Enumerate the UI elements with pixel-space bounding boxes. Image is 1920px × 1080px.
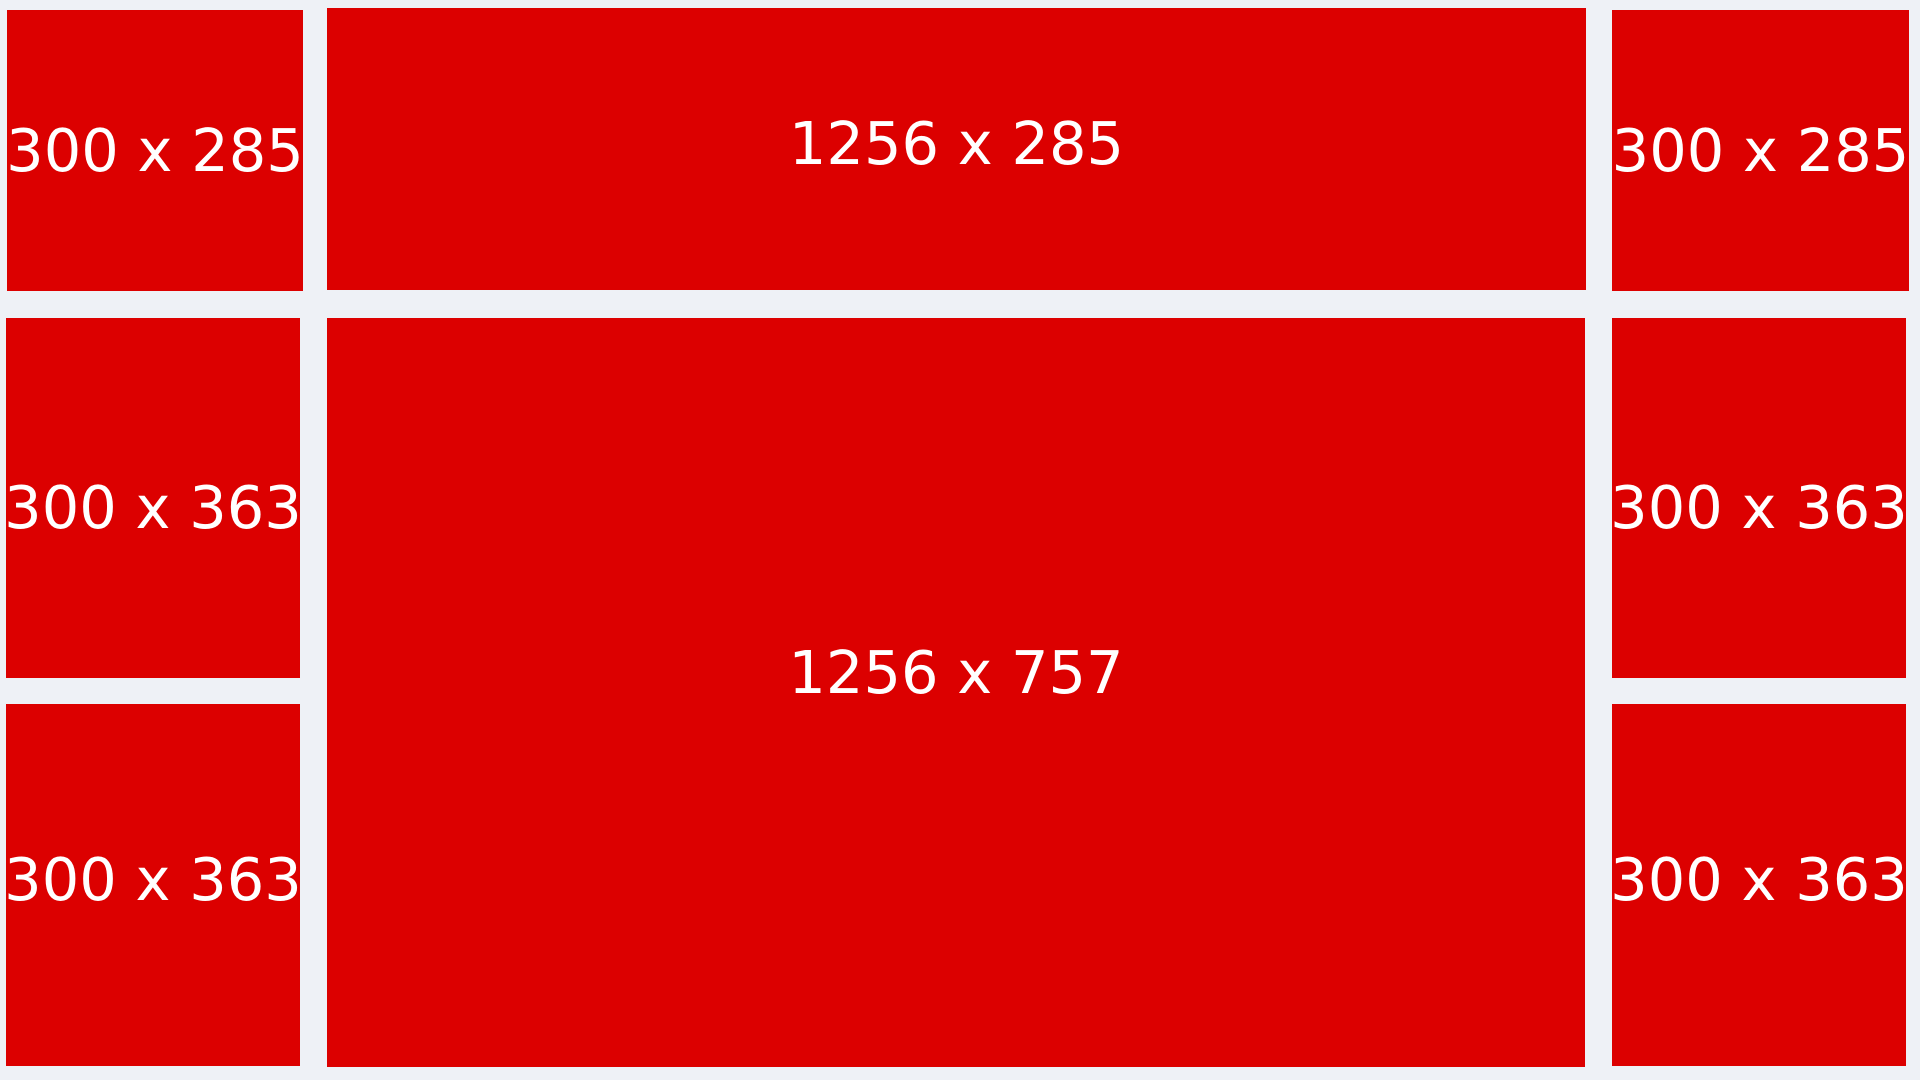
middle-left-panel: 300 x 363 (4, 318, 302, 678)
panel-size-label: 300 x 363 (4, 844, 302, 914)
middle-right-panel: 300 x 363 (1610, 318, 1908, 678)
panel-size-label: 1256 x 285 (788, 108, 1125, 178)
panel-size-label: 300 x 363 (1610, 844, 1908, 914)
panel-size-label: 300 x 363 (1610, 472, 1908, 542)
panel-size-label: 300 x 285 (1611, 116, 1910, 185)
panel-size-label: 300 x 363 (4, 472, 302, 542)
panel-size-label: 1256 x 757 (788, 638, 1124, 707)
bottom-right-panel: 300 x 363 (1610, 704, 1908, 1066)
main-center-panel: 1256 x 757 (327, 318, 1585, 1067)
top-center-panel: 1256 x 285 (327, 8, 1586, 290)
top-left-panel: 300 x 285 (6, 10, 304, 291)
bottom-left-panel: 300 x 363 (4, 704, 302, 1066)
panel-size-label: 300 x 285 (6, 116, 304, 185)
top-right-panel: 300 x 285 (1612, 10, 1909, 291)
